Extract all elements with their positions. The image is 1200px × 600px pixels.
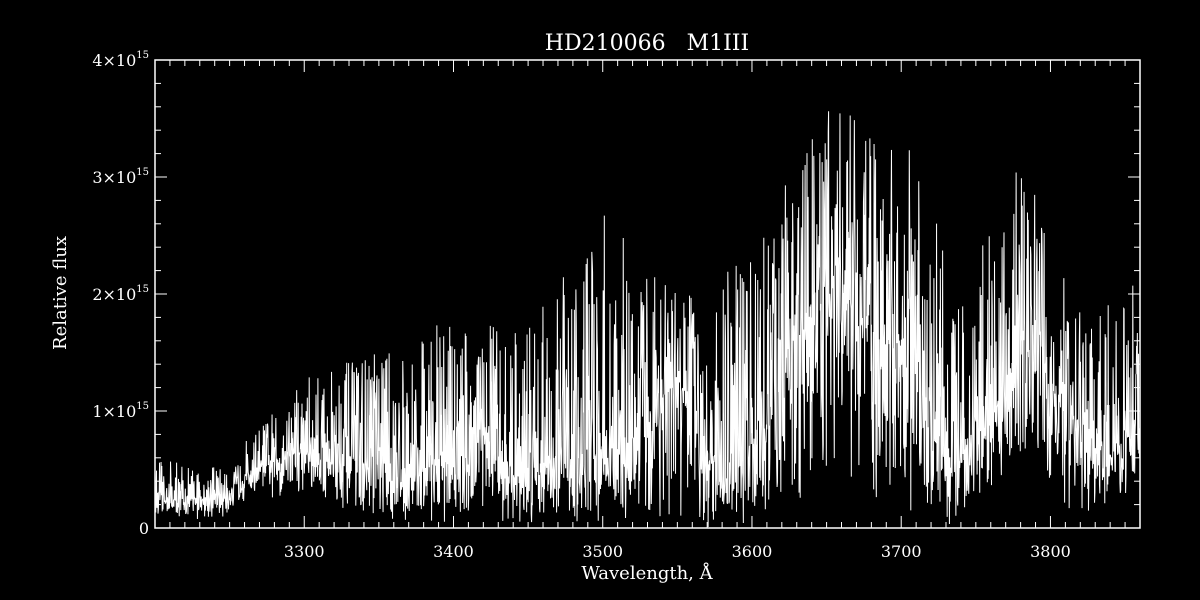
y-tick-label: 2×1015 [92, 284, 149, 304]
y-tick-mantissa: 0 [139, 519, 149, 538]
y-axis-title: Relative flux [50, 236, 71, 350]
y-tick-exponent: 15 [136, 167, 149, 178]
x-tick-label: 3800 [1030, 542, 1071, 561]
x-tick-label: 3600 [732, 542, 773, 561]
spectrum-trace [154, 111, 1141, 527]
y-tick-exponent: 15 [136, 284, 149, 295]
spectrum-line [154, 111, 1141, 527]
y-tick-mantissa: 1×10 [92, 402, 136, 421]
y-tick-label: 3×1015 [92, 167, 149, 187]
y-tick-mantissa: 4×10 [92, 51, 136, 70]
y-tick-exponent: 15 [136, 401, 149, 412]
x-tick-label: 3300 [284, 542, 325, 561]
y-tick-label: 4×1015 [92, 50, 149, 70]
y-tick-mantissa: 3×10 [92, 168, 136, 187]
y-tick-exponent: 15 [136, 50, 149, 61]
x-axis-title: Wavelength, Å [581, 562, 713, 584]
axes: 3300 3400 3500 3600 3700 380001×10152×10153×1… [92, 50, 1141, 561]
x-tick-label: 3700 [881, 542, 922, 561]
x-tick-label: 3400 [433, 542, 474, 561]
y-tick-mantissa: 2×10 [92, 285, 136, 304]
y-tick-label: 1×1015 [92, 401, 149, 421]
chart-title: HD210066 M1III [545, 31, 749, 56]
x-tick-label: 3500 [582, 542, 623, 561]
y-tick-label: 0 [139, 519, 149, 538]
